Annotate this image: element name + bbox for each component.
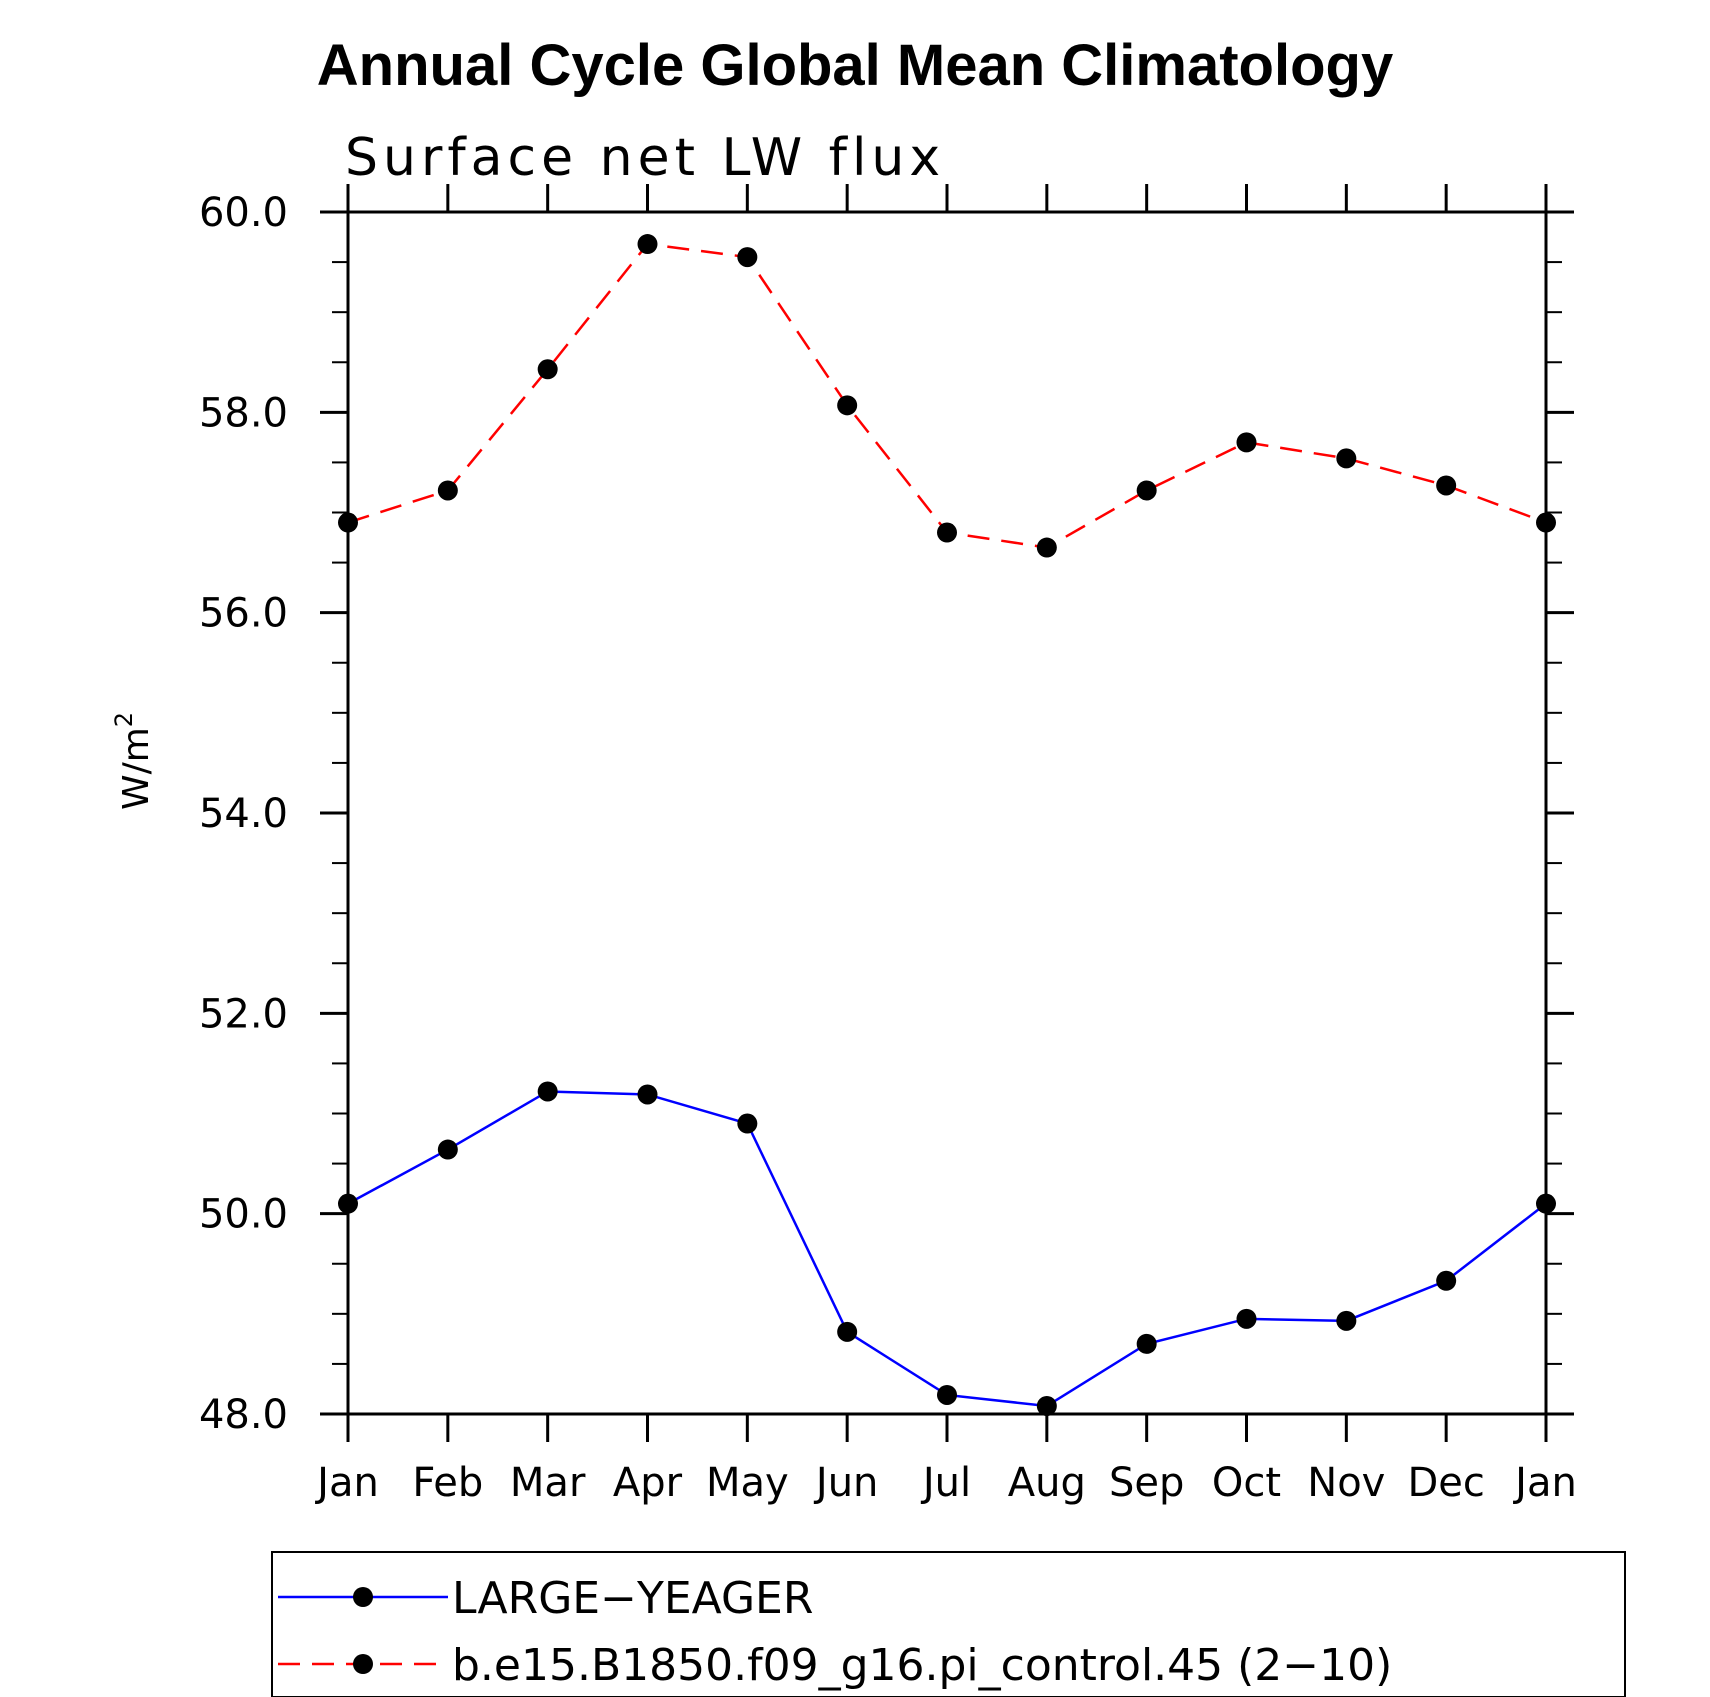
series-point-large-yeager-1 xyxy=(437,1139,458,1160)
series-point-large-yeager-2 xyxy=(537,1081,558,1102)
legend-label-large-yeager: LARGE−YEAGER xyxy=(452,1573,813,1624)
series-layer xyxy=(338,234,1556,1416)
y-axis-label: W/m2 xyxy=(110,712,157,810)
y-tick-label-6: 60.0 xyxy=(199,190,288,236)
legend: LARGE−YEAGER b.e15.B1850.f09_g16.pi_cont… xyxy=(271,1551,1626,1697)
x-tick-label-1: Feb xyxy=(412,1460,483,1506)
y-axis-ticks: 48.0 50.0 52.0 54.0 56.0 58.0 60.0 xyxy=(199,190,1574,1438)
series-point-b-e15-b1850-f09-g16-pi-control-45-2-10-8 xyxy=(1136,480,1157,501)
series-point-large-yeager-0 xyxy=(338,1193,358,1214)
chart-subtitle: Surface net LW flux xyxy=(345,128,945,188)
y-axis-label-text: W/m xyxy=(116,727,157,810)
series-point-b-e15-b1850-f09-g16-pi-control-45-2-10-5 xyxy=(837,395,858,416)
x-tick-label-12: Jan xyxy=(1512,1460,1577,1506)
series-point-b-e15-b1850-f09-g16-pi-control-45-2-10-3 xyxy=(637,234,658,255)
y-axis-label-superscript: 2 xyxy=(110,712,138,727)
legend-marker-large-yeager xyxy=(353,1587,373,1607)
series-point-b-e15-b1850-f09-g16-pi-control-45-2-10-9 xyxy=(1236,432,1257,453)
y-tick-label-3: 54.0 xyxy=(199,791,288,837)
y-tick-label-5: 58.0 xyxy=(199,390,288,436)
series-point-large-yeager-4 xyxy=(737,1113,758,1134)
x-tick-label-10: Nov xyxy=(1307,1460,1385,1506)
series-point-b-e15-b1850-f09-g16-pi-control-45-2-10-0 xyxy=(338,512,358,533)
legend-marker-pi-control xyxy=(353,1654,373,1674)
plot-axes xyxy=(346,210,1548,1416)
y-tick-label-4: 56.0 xyxy=(199,591,288,637)
y-tick-label-0: 48.0 xyxy=(199,1392,288,1438)
y-tick-label-2: 52.0 xyxy=(199,991,288,1037)
x-tick-label-0: Jan xyxy=(314,1460,379,1506)
x-tick-label-4: May xyxy=(706,1460,789,1506)
series-point-b-e15-b1850-f09-g16-pi-control-45-2-10-12 xyxy=(1536,512,1556,533)
series-line-large-yeager xyxy=(347,1090,1547,1408)
series-point-b-e15-b1850-f09-g16-pi-control-45-2-10-10 xyxy=(1336,448,1357,469)
series-point-b-e15-b1850-f09-g16-pi-control-45-2-10-6 xyxy=(937,522,957,543)
series-point-large-yeager-6 xyxy=(937,1384,957,1405)
series-point-b-e15-b1850-f09-g16-pi-control-45-2-10-2 xyxy=(537,359,558,380)
series-point-b-e15-b1850-f09-g16-pi-control-45-2-10-4 xyxy=(737,247,758,268)
series-point-b-e15-b1850-f09-g16-pi-control-45-2-10-7 xyxy=(1036,537,1057,558)
series-line-b-e15-b1850-f09-g16-pi-control-45-2-10 xyxy=(347,242,1547,549)
y-tick-label-1: 50.0 xyxy=(199,1192,288,1238)
series-point-b-e15-b1850-f09-g16-pi-control-45-2-10-1 xyxy=(437,480,458,501)
plot-frame xyxy=(346,210,1548,1416)
svg-text:W/m2: W/m2 xyxy=(110,712,157,810)
x-tick-label-9: Oct xyxy=(1212,1460,1281,1506)
series-point-large-yeager-9 xyxy=(1236,1308,1257,1329)
chart-title: Annual Cycle Global Mean Climatology xyxy=(317,33,1393,98)
series-point-b-e15-b1850-f09-g16-pi-control-45-2-10-11 xyxy=(1436,475,1457,496)
series-point-large-yeager-7 xyxy=(1036,1395,1057,1416)
x-tick-label-7: Aug xyxy=(1008,1460,1086,1506)
x-tick-label-8: Sep xyxy=(1109,1460,1184,1506)
x-tick-label-6: Jul xyxy=(920,1460,971,1506)
series-point-large-yeager-5 xyxy=(837,1321,858,1342)
x-tick-label-3: Apr xyxy=(613,1460,683,1506)
series-point-large-yeager-11 xyxy=(1436,1270,1457,1291)
series-point-large-yeager-8 xyxy=(1136,1333,1157,1354)
legend-label-pi-control: b.e15.B1850.f09_g16.pi_control.45 (2−10) xyxy=(452,1640,1392,1691)
series-point-large-yeager-10 xyxy=(1336,1310,1357,1331)
series-point-large-yeager-12 xyxy=(1536,1193,1556,1214)
x-axis-ticks: Jan Feb Mar Apr May Jun Jul Aug Sep Oct Nov Dec Jan xyxy=(314,184,1577,1506)
x-tick-label-5: Jun xyxy=(813,1460,879,1506)
legend-box xyxy=(271,1551,1626,1697)
x-tick-label-11: Dec xyxy=(1407,1460,1484,1506)
series-point-large-yeager-3 xyxy=(637,1084,658,1105)
x-tick-label-2: Mar xyxy=(510,1460,586,1506)
